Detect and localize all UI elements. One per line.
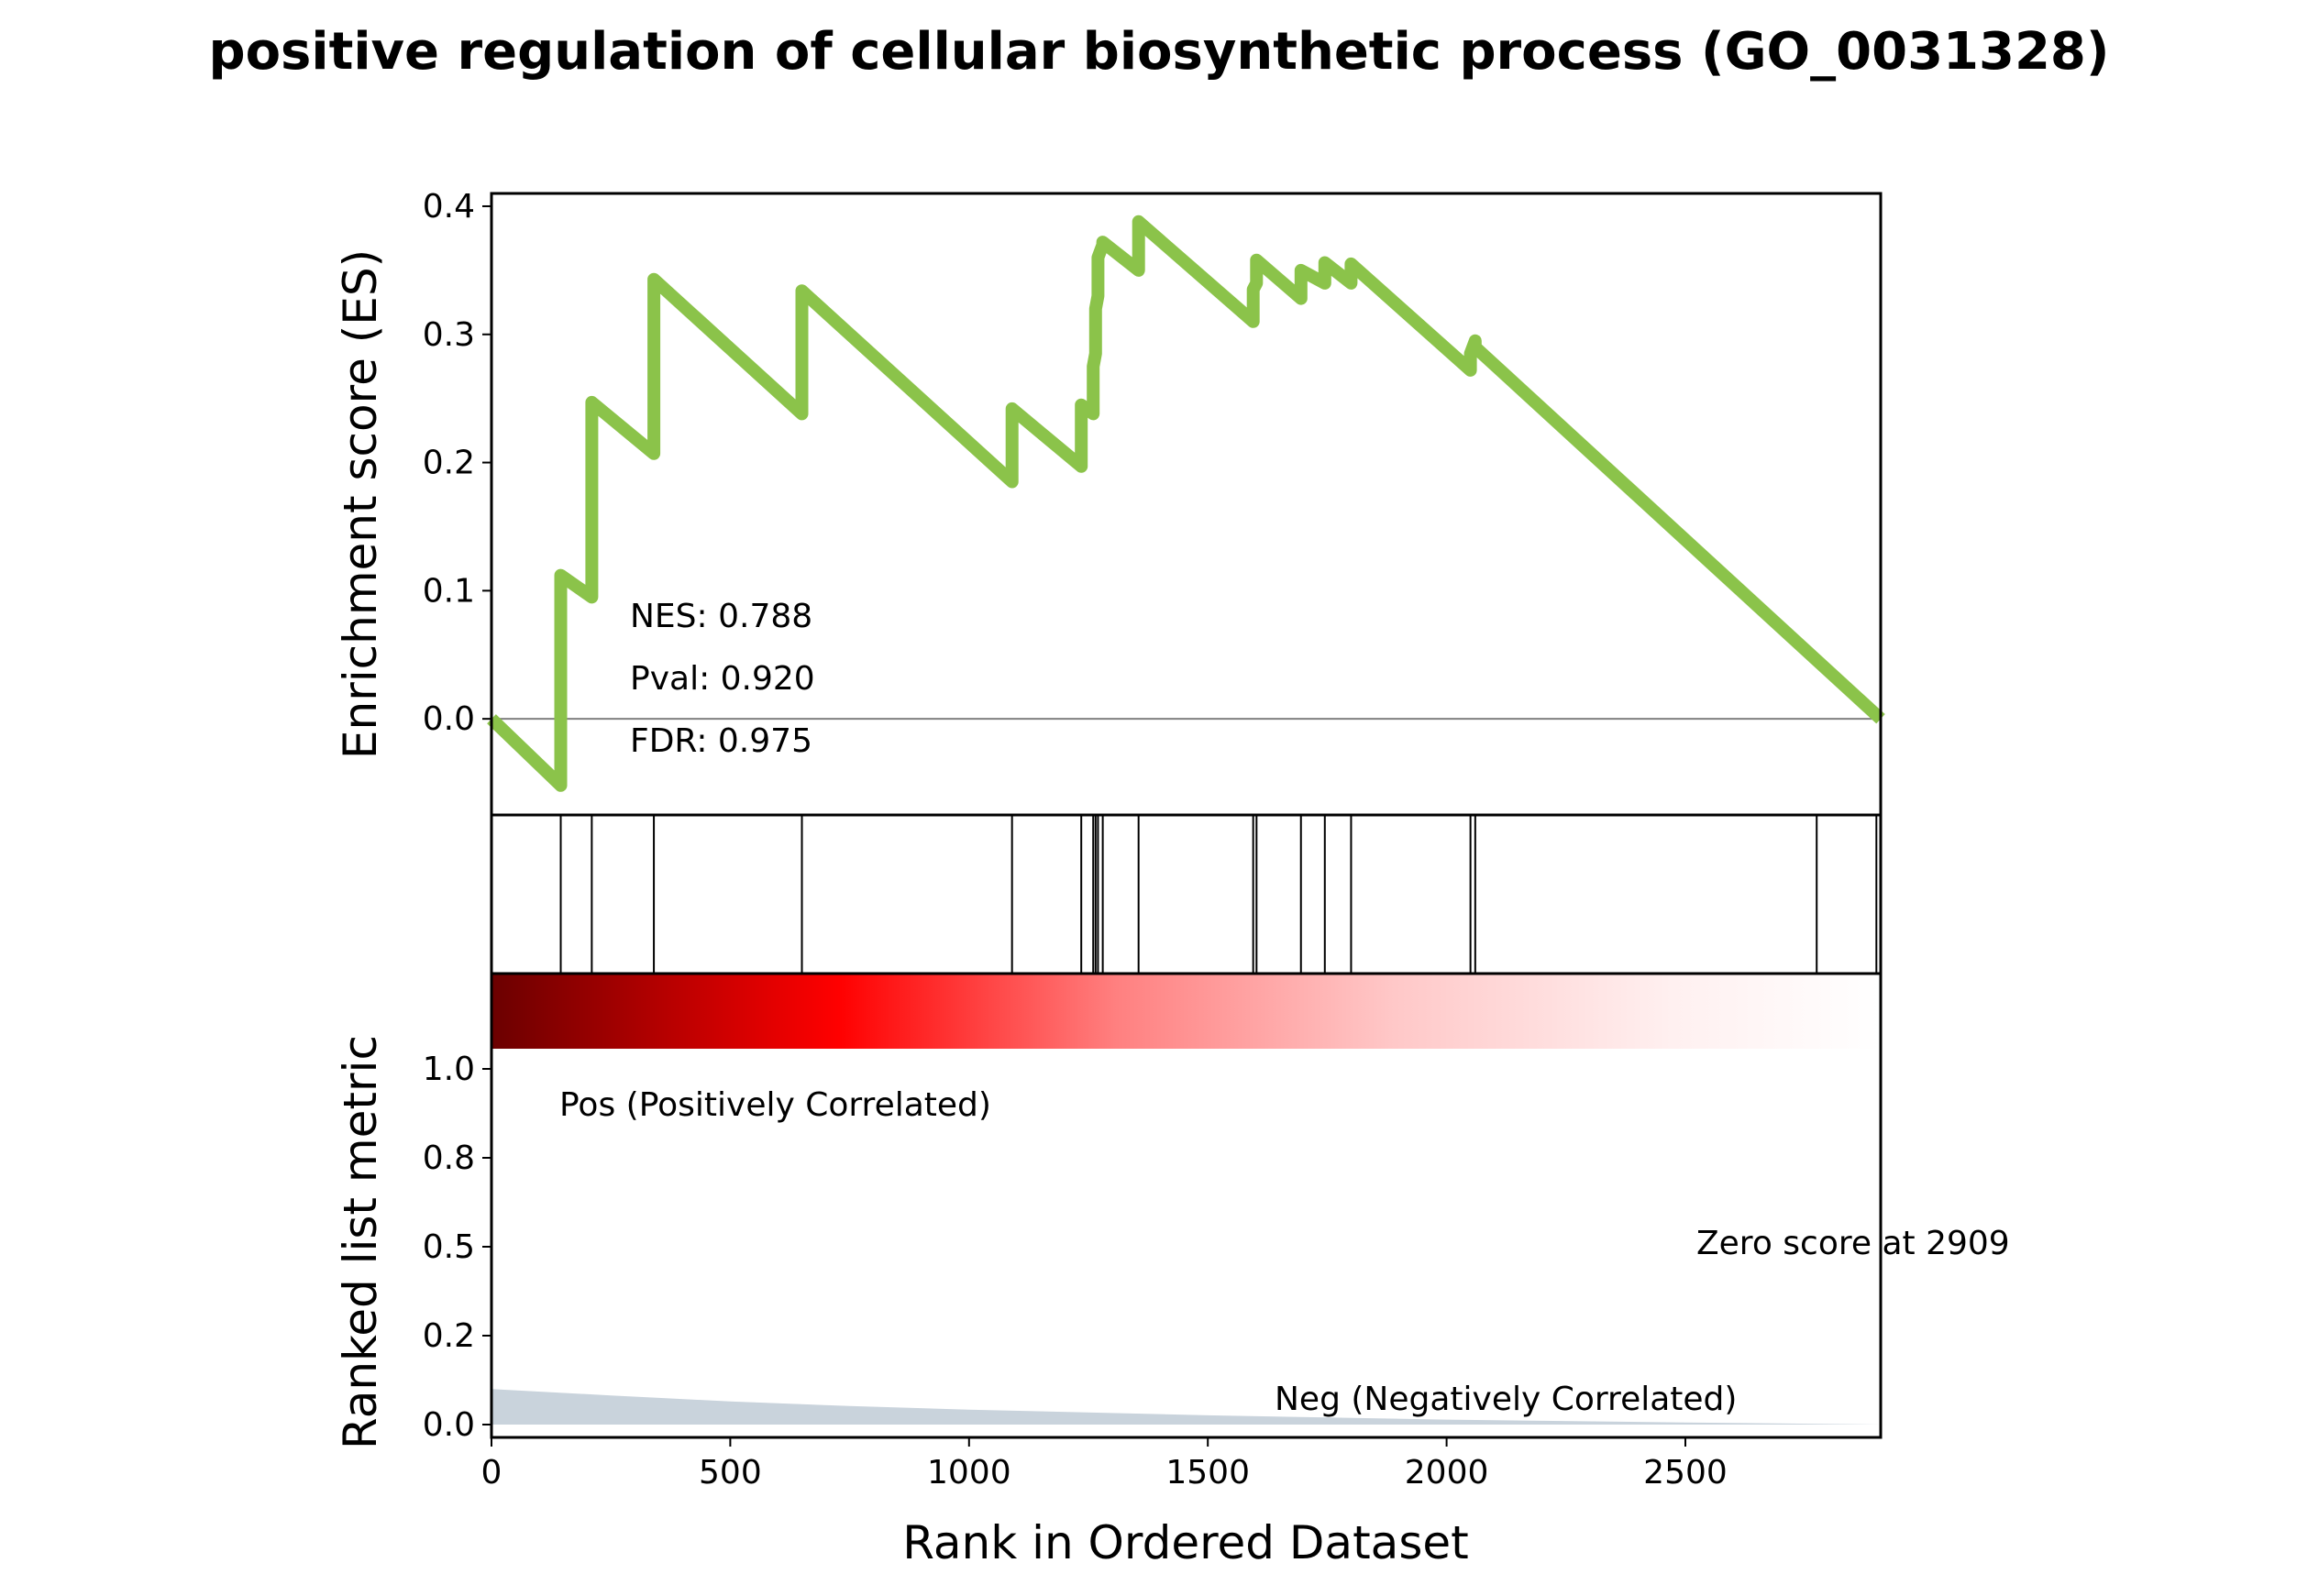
metric-y-tick-label: 0.2 [423, 1317, 475, 1355]
es-y-tick-label: 0.1 [423, 572, 475, 610]
es-y-axis-label: Enrichment score (ES) [334, 249, 387, 759]
es-y-tick-label: 0.2 [423, 445, 475, 482]
x-tick-label: 0 [481, 1454, 502, 1491]
es-y-tick-label: 0.0 [423, 700, 475, 738]
metric-y-tick-label: 1.0 [423, 1051, 475, 1088]
metric-y-tick-label: 0.0 [423, 1406, 475, 1444]
es-y-tick-label: 0.4 [423, 188, 475, 226]
hits-panel-frame [490, 813, 1883, 975]
x-tick-label: 500 [699, 1454, 762, 1491]
x-tick-label: 2000 [1405, 1454, 1489, 1491]
pos-correlated-label: Pos (Positively Correlated) [559, 1086, 991, 1124]
x-tick-label: 2500 [1643, 1454, 1728, 1491]
fdr-annotation: FDR: 0.975 [630, 722, 812, 760]
metric-y-tick-label: 0.8 [423, 1139, 475, 1177]
es-curve-line [487, 215, 1885, 792]
enrichment-score-panel: 0.0 0.1 0.2 0.3 0.4 Enrichment score (ES) NE… [334, 188, 1885, 817]
es-y-tick-label: 0.3 [423, 316, 475, 354]
zero-score-label: Zero score at 2909 [1696, 1225, 2010, 1262]
pval-annotation: Pval: 0.920 [630, 660, 815, 698]
gene-hits-panel [490, 813, 1883, 975]
ranked-metric-area [491, 1389, 1881, 1425]
neg-correlated-label: Neg (Negatively Correlated) [1275, 1381, 1737, 1418]
ranked-metric-panel: 0.0 0.2 0.5 0.8 1.0 0 500 1000 1500 2000 2500 Ran… [334, 972, 2010, 1569]
metric-panel-frame [490, 972, 1883, 1439]
chart-title: positive regulation of cellular biosynth… [209, 22, 2110, 82]
nes-annotation: NES: 0.788 [630, 598, 812, 635]
x-tick-label: 1500 [1165, 1454, 1250, 1491]
metric-y-tick-label: 0.5 [423, 1228, 475, 1266]
x-tick-label: 1000 [927, 1454, 1011, 1491]
rank-color-bar [491, 974, 1881, 1049]
metric-y-axis-label: Ranked list metric [334, 1035, 387, 1449]
x-axis-label: Rank in Ordered Dataset [902, 1516, 1468, 1569]
